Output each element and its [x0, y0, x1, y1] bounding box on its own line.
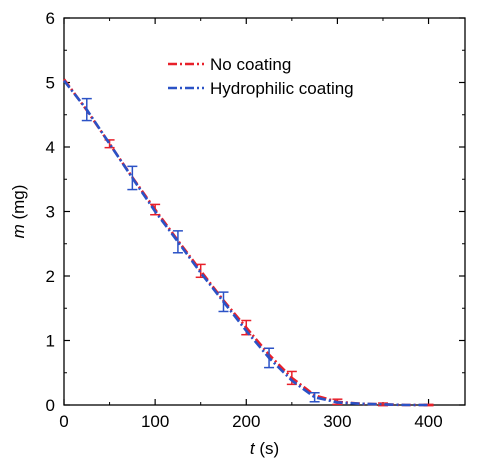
- y-axis-label: m (mg): [9, 185, 28, 239]
- x-axis-symbol: t: [250, 439, 256, 458]
- error-bar: [172, 230, 183, 254]
- error-bar: [218, 291, 229, 313]
- y-tick-label: 2: [46, 267, 55, 286]
- error-bar: [104, 139, 115, 149]
- series-line: [62, 79, 429, 407]
- x-axis-label: t (s): [250, 439, 279, 458]
- legend-label: Hydrophilic coating: [210, 79, 354, 98]
- x-tick-label: 300: [323, 412, 351, 431]
- error-bar: [309, 391, 320, 403]
- x-tick-label: 100: [141, 412, 169, 431]
- error-bar: [127, 165, 138, 191]
- y-axis-symbol: m: [9, 224, 28, 238]
- axis-labels: t (s) m (mg): [9, 185, 279, 458]
- series-line: [62, 78, 429, 407]
- x-tick-label: 0: [59, 412, 68, 431]
- legend: No coating Hydrophilic coating: [168, 55, 354, 98]
- error-bar: [81, 97, 92, 122]
- y-tick-label: 3: [46, 203, 55, 222]
- y-tick-label: 5: [46, 74, 55, 93]
- x-tick-label: 400: [414, 412, 442, 431]
- legend-entry: No coating: [168, 55, 291, 74]
- series-0: [62, 78, 434, 407]
- legend-entry: Hydrophilic coating: [168, 79, 354, 98]
- y-tick-label: 4: [46, 138, 55, 157]
- plot-frame: [63, 17, 466, 406]
- error-bar: [264, 347, 275, 369]
- series-layer: [62, 78, 434, 407]
- x-tick-label: 200: [232, 412, 260, 431]
- legend-label: No coating: [210, 55, 291, 74]
- y-axis-unit: (mg): [9, 185, 28, 225]
- y-tick-label: 6: [46, 9, 55, 28]
- y-tick-label: 1: [46, 332, 55, 351]
- series-1: [62, 79, 429, 407]
- x-axis-unit: (s): [255, 439, 280, 458]
- y-tick-label: 0: [46, 396, 55, 415]
- axes-layer: 0 100 200 300 400 0 1 2 3 4 5 6: [46, 9, 466, 431]
